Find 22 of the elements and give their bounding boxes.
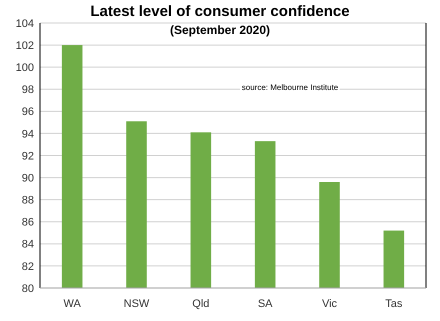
chart-subtitle: (September 2020) — [170, 23, 270, 37]
x-tick-label: SA — [258, 298, 274, 310]
x-tick-label: Tas — [385, 298, 403, 310]
y-tick-label: 90 — [22, 172, 34, 184]
x-tick-label: NSW — [124, 298, 150, 310]
y-tick-label: 88 — [22, 194, 34, 207]
x-tick-label: Qld — [192, 298, 210, 310]
chart-title: Latest level of consumer confidence — [90, 3, 350, 20]
y-tick-label: 82 — [22, 260, 34, 273]
y-tick-label: 80 — [22, 282, 34, 295]
y-tick-label: 96 — [22, 106, 34, 118]
y-tick-label: 84 — [22, 238, 34, 251]
annotation: source: Melbourne Institute — [242, 83, 339, 92]
y-tick-label: 100 — [16, 62, 34, 74]
x-tick-label: WA — [64, 298, 82, 310]
y-tick-label: 98 — [22, 84, 34, 96]
y-tick-label: 86 — [22, 216, 34, 229]
x-tick-label: Vic — [322, 298, 338, 310]
y-tick-label: 104 — [16, 18, 34, 30]
y-tick-label: 102 — [16, 40, 34, 52]
y-tick-label: 92 — [22, 150, 34, 162]
y-tick-label: 94 — [22, 128, 34, 140]
